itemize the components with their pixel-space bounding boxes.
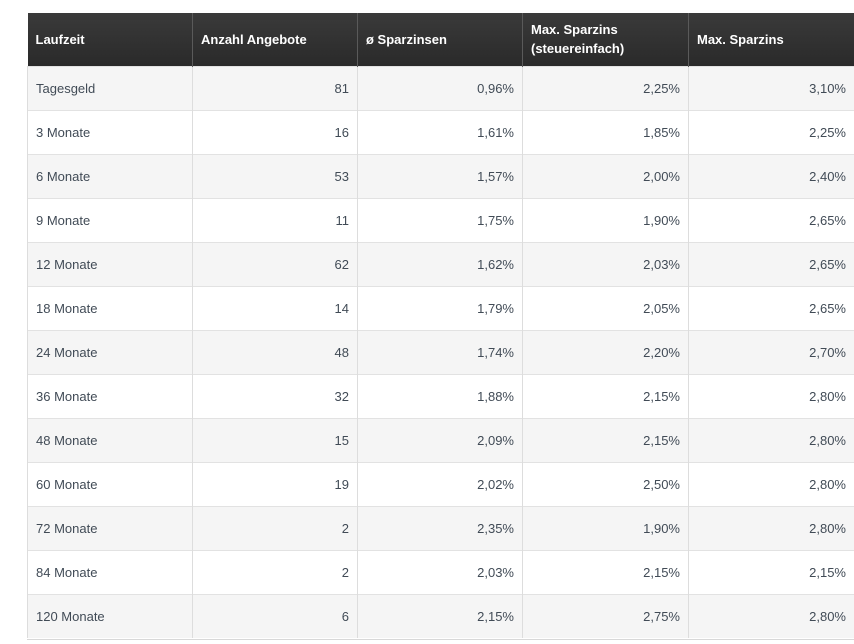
cell-max-sparzins: 2,80%	[688, 461, 854, 506]
cell-max-sparzins-steuereinfach: 1,90%	[522, 505, 689, 550]
cell-laufzeit: 60 Monate	[27, 461, 193, 506]
cell-avg-sparzinsen: 2,02%	[357, 461, 523, 506]
savings-rates-table: Laufzeit Anzahl Angebote ø Sparzinsen Ma…	[27, 13, 854, 638]
cell-avg-sparzinsen: 2,35%	[357, 505, 523, 550]
cell-anzahl-angebote: 16	[192, 109, 358, 154]
cell-max-sparzins: 2,80%	[688, 505, 854, 550]
table-body: Tagesgeld 81 0,96% 2,25% 3,10% 3 Monate 16 1,61…	[27, 65, 854, 638]
cell-max-sparzins-steuereinfach: 2,15%	[522, 417, 689, 462]
cell-anzahl-angebote: 15	[192, 417, 358, 462]
cell-avg-sparzinsen: 2,09%	[357, 417, 523, 462]
cell-laufzeit: 48 Monate	[27, 417, 193, 462]
table-row: 12 Monate 62 1,62% 2,03% 2,65%	[27, 241, 854, 286]
cell-max-sparzins: 2,25%	[688, 109, 854, 154]
table-row: 3 Monate 16 1,61% 1,85% 2,25%	[27, 109, 854, 154]
cell-laufzeit: 18 Monate	[27, 285, 193, 330]
cell-max-sparzins-steuereinfach: 2,20%	[522, 329, 689, 374]
cell-max-sparzins-steuereinfach: 2,15%	[522, 373, 689, 418]
table-row: 18 Monate 14 1,79% 2,05% 2,65%	[27, 285, 854, 330]
cell-avg-sparzinsen: 2,03%	[357, 549, 523, 594]
cell-max-sparzins-steuereinfach: 1,85%	[522, 109, 689, 154]
table-row: 48 Monate 15 2,09% 2,15% 2,80%	[27, 417, 854, 462]
cell-anzahl-angebote: 11	[192, 197, 358, 242]
cell-avg-sparzinsen: 1,79%	[357, 285, 523, 330]
cell-max-sparzins: 2,65%	[688, 197, 854, 242]
cell-laufzeit: Tagesgeld	[27, 65, 193, 110]
cell-max-sparzins: 2,40%	[688, 153, 854, 198]
header-row: Laufzeit Anzahl Angebote ø Sparzinsen Ma…	[27, 13, 854, 66]
cell-max-sparzins: 2,15%	[688, 549, 854, 594]
cell-anzahl-angebote: 2	[192, 549, 358, 594]
cell-max-sparzins: 2,80%	[688, 593, 854, 638]
cell-avg-sparzinsen: 2,15%	[357, 593, 523, 638]
header-avg-sparzinsen[interactable]: ø Sparzinsen	[357, 13, 523, 66]
cell-laufzeit: 6 Monate	[27, 153, 193, 198]
cell-avg-sparzinsen: 1,62%	[357, 241, 523, 286]
cell-avg-sparzinsen: 1,61%	[357, 109, 523, 154]
cell-avg-sparzinsen: 0,96%	[357, 65, 523, 110]
table-row: 36 Monate 32 1,88% 2,15% 2,80%	[27, 373, 854, 418]
cell-laufzeit: 120 Monate	[27, 593, 193, 638]
cell-avg-sparzinsen: 1,57%	[357, 153, 523, 198]
header-max-sparzins-steuereinfach[interactable]: Max. Sparzins (steuereinfach)	[522, 13, 689, 66]
table-row: 9 Monate 11 1,75% 1,90% 2,65%	[27, 197, 854, 242]
table-row: 60 Monate 19 2,02% 2,50% 2,80%	[27, 461, 854, 506]
cell-anzahl-angebote: 48	[192, 329, 358, 374]
cell-anzahl-angebote: 6	[192, 593, 358, 638]
cell-max-sparzins-steuereinfach: 2,03%	[522, 241, 689, 286]
cell-laufzeit: 84 Monate	[27, 549, 193, 594]
cell-anzahl-angebote: 2	[192, 505, 358, 550]
cell-avg-sparzinsen: 1,74%	[357, 329, 523, 374]
cell-laufzeit: 3 Monate	[27, 109, 193, 154]
cell-max-sparzins: 2,70%	[688, 329, 854, 374]
cell-laufzeit: 24 Monate	[27, 329, 193, 374]
cell-avg-sparzinsen: 1,75%	[357, 197, 523, 242]
cell-max-sparzins: 2,80%	[688, 373, 854, 418]
cell-max-sparzins-steuereinfach: 2,25%	[522, 65, 689, 110]
cell-max-sparzins: 2,80%	[688, 417, 854, 462]
table-row: 84 Monate 2 2,03% 2,15% 2,15%	[27, 549, 854, 594]
table-row: 6 Monate 53 1,57% 2,00% 2,40%	[27, 153, 854, 198]
header-laufzeit[interactable]: Laufzeit	[27, 13, 193, 66]
header-max-sparzins[interactable]: Max. Sparzins	[688, 13, 854, 66]
cell-laufzeit: 12 Monate	[27, 241, 193, 286]
cell-anzahl-angebote: 19	[192, 461, 358, 506]
cell-max-sparzins-steuereinfach: 1,90%	[522, 197, 689, 242]
cell-anzahl-angebote: 14	[192, 285, 358, 330]
cell-max-sparzins: 2,65%	[688, 285, 854, 330]
cell-laufzeit: 36 Monate	[27, 373, 193, 418]
cell-anzahl-angebote: 32	[192, 373, 358, 418]
table-row: 72 Monate 2 2,35% 1,90% 2,80%	[27, 505, 854, 550]
table-row: 120 Monate 6 2,15% 2,75% 2,80%	[27, 593, 854, 638]
cell-max-sparzins-steuereinfach: 2,00%	[522, 153, 689, 198]
cell-max-sparzins: 3,10%	[688, 65, 854, 110]
cell-max-sparzins-steuereinfach: 2,05%	[522, 285, 689, 330]
cell-anzahl-angebote: 81	[192, 65, 358, 110]
cell-anzahl-angebote: 53	[192, 153, 358, 198]
table-row: Tagesgeld 81 0,96% 2,25% 3,10%	[27, 65, 854, 110]
cell-laufzeit: 9 Monate	[27, 197, 193, 242]
savings-rates-table-container: Laufzeit Anzahl Angebote ø Sparzinsen Ma…	[27, 13, 854, 640]
table-header: Laufzeit Anzahl Angebote ø Sparzinsen Ma…	[27, 13, 854, 66]
header-anzahl-angebote[interactable]: Anzahl Angebote	[192, 13, 358, 66]
cell-anzahl-angebote: 62	[192, 241, 358, 286]
cell-max-sparzins-steuereinfach: 2,75%	[522, 593, 689, 638]
cell-laufzeit: 72 Monate	[27, 505, 193, 550]
cell-max-sparzins: 2,65%	[688, 241, 854, 286]
cell-max-sparzins-steuereinfach: 2,50%	[522, 461, 689, 506]
cell-avg-sparzinsen: 1,88%	[357, 373, 523, 418]
table-row: 24 Monate 48 1,74% 2,20% 2,70%	[27, 329, 854, 374]
cell-max-sparzins-steuereinfach: 2,15%	[522, 549, 689, 594]
